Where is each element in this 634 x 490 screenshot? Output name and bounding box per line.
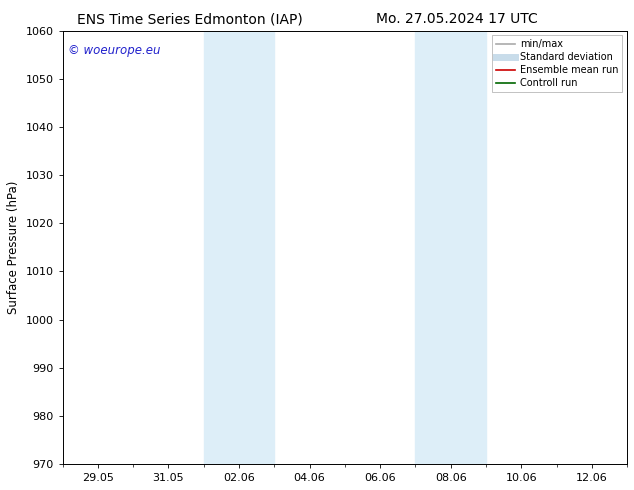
Bar <box>415 30 451 464</box>
Legend: min/max, Standard deviation, Ensemble mean run, Controll run: min/max, Standard deviation, Ensemble me… <box>491 35 622 92</box>
Bar <box>451 30 486 464</box>
Text: © woeurope.eu: © woeurope.eu <box>68 44 161 56</box>
Text: ENS Time Series Edmonton (IAP): ENS Time Series Edmonton (IAP) <box>77 12 303 26</box>
Bar <box>239 30 275 464</box>
Y-axis label: Surface Pressure (hPa): Surface Pressure (hPa) <box>7 181 20 314</box>
Bar <box>204 30 239 464</box>
Text: Mo. 27.05.2024 17 UTC: Mo. 27.05.2024 17 UTC <box>375 12 538 26</box>
